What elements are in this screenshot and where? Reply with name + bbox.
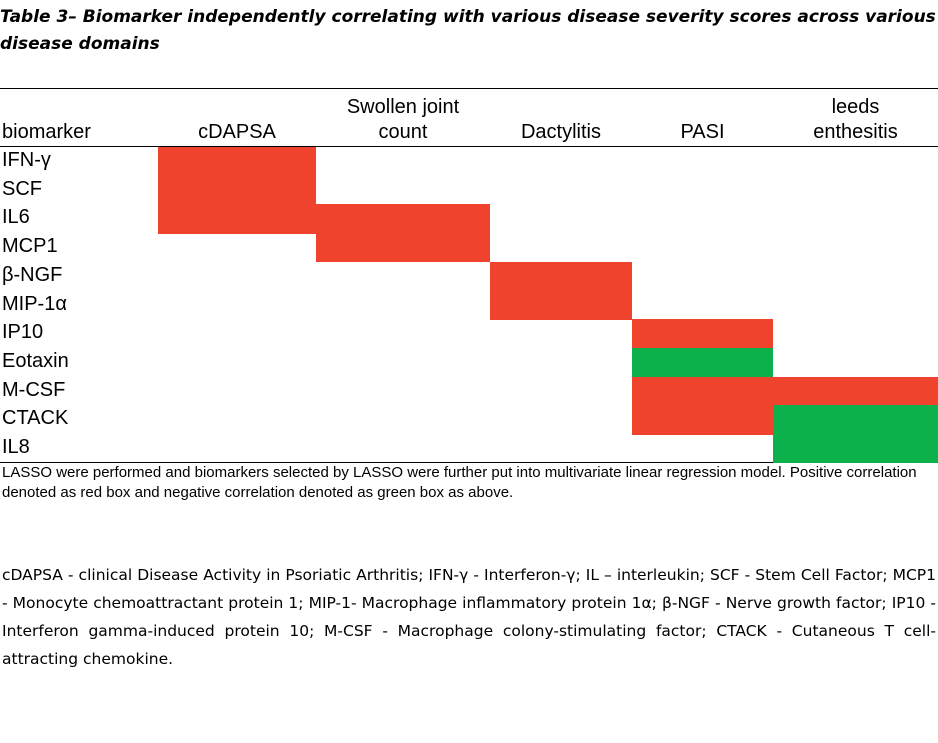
column-header: Dactylitis [490, 88, 632, 146]
positive-correlation-cell [316, 233, 490, 263]
biomarker-label: CTACK [2, 407, 69, 430]
table-note: LASSO were performed and biomarkers sele… [2, 464, 917, 501]
biomarker-label: MIP-1α [2, 292, 67, 315]
biomarker-label: Eotaxin [2, 349, 69, 372]
biomarker-table: biomarker cDAPSA Swollen joint count Dactyl… [0, 88, 938, 464]
column-header-line2: enthesitis [813, 121, 898, 143]
biomarker-label: IL8 [2, 436, 30, 458]
table-header-rule [0, 146, 938, 147]
positive-correlation-cell [632, 376, 773, 406]
positive-correlation-cell [316, 204, 490, 234]
biomarker-label: IP10 [2, 321, 44, 344]
positive-correlation-cell [490, 261, 632, 292]
table-bottom-rule [0, 462, 938, 463]
column-header: leeds enthesitis [773, 88, 938, 146]
positive-correlation-cell [773, 376, 938, 406]
positive-correlation-cell [632, 319, 773, 349]
biomarker-label: IL6 [2, 206, 30, 229]
column-header-line2: Dactylitis [520, 121, 601, 143]
negative-correlation-cell [632, 347, 773, 378]
column-header-line2: PASI [680, 121, 725, 143]
abbreviations-text: cDAPSA - clinical Disease Activity in Ps… [2, 566, 936, 668]
biomarker-label: MCP1 [2, 235, 58, 258]
table-top-rule [0, 88, 938, 89]
negative-correlation-cell [773, 434, 938, 464]
positive-correlation-cell [632, 405, 773, 435]
column-header-line2: count [378, 121, 428, 143]
column-header-line1: Swollen joint [346, 96, 460, 118]
biomarker-label: SCF [2, 177, 42, 200]
column-header-line2: cDAPSA [198, 121, 276, 143]
biomarker-label: β-NGF [2, 263, 63, 286]
negative-correlation-cell [773, 405, 938, 435]
column-header: Swollen joint count [316, 88, 490, 146]
column-header-line1: leeds [831, 96, 880, 118]
positive-correlation-cell [158, 204, 316, 234]
column-header: cDAPSA [158, 88, 316, 146]
row-header: biomarker [2, 121, 91, 143]
column-header: PASI [632, 88, 773, 146]
biomarker-label: IFN-γ [2, 149, 51, 171]
biomarker-label: M-CSF [2, 378, 66, 401]
positive-correlation-cell [158, 175, 316, 205]
positive-correlation-cell [158, 147, 316, 177]
positive-correlation-cell [490, 290, 632, 320]
table-caption: Table 3– Biomarker independently correla… [0, 7, 936, 54]
